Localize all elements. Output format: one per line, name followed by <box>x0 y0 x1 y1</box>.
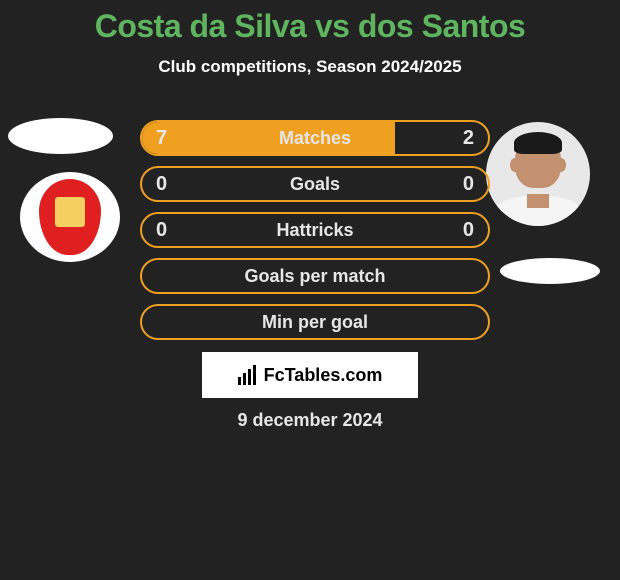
stat-label: Matches <box>279 128 351 149</box>
bar-chart-icon <box>238 365 256 385</box>
stat-value-right: 0 <box>463 219 474 242</box>
stat-value-right: 0 <box>463 173 474 196</box>
stat-row: 0 Goals 0 <box>140 166 490 202</box>
right-player-avatar <box>486 122 590 226</box>
stat-value-left: 0 <box>156 173 167 196</box>
stat-row: 7 Matches 2 <box>140 120 490 156</box>
avatar-hair <box>514 132 562 154</box>
stat-label: Min per goal <box>262 312 368 333</box>
stat-value-left: 0 <box>156 219 167 242</box>
comparison-subtitle: Club competitions, Season 2024/2025 <box>0 57 620 77</box>
brand-text: FcTables.com <box>264 365 383 386</box>
left-team-badge <box>20 172 120 262</box>
generated-date: 9 december 2024 <box>0 410 620 431</box>
shield-icon <box>39 179 101 255</box>
stat-label: Goals per match <box>244 266 385 287</box>
comparison-title: Costa da Silva vs dos Santos <box>0 0 620 45</box>
right-team-placeholder-ellipse <box>500 258 600 284</box>
stat-label: Goals <box>290 174 340 195</box>
brand-box: FcTables.com <box>202 352 418 398</box>
stat-label: Hattricks <box>276 220 353 241</box>
stat-value-right: 2 <box>463 127 474 150</box>
stat-fill-left <box>142 122 395 154</box>
left-player-placeholder-ellipse <box>8 118 113 154</box>
stats-column: 7 Matches 2 0 Goals 0 0 Hattricks 0 Goals per mat… <box>140 120 490 350</box>
stat-row: 0 Hattricks 0 <box>140 212 490 248</box>
stat-row: Min per goal <box>140 304 490 340</box>
stat-value-left: 7 <box>156 127 167 150</box>
stat-row: Goals per match <box>140 258 490 294</box>
player-comparison-card: Costa da Silva vs dos Santos Club compet… <box>0 0 620 580</box>
avatar-neck <box>527 194 549 208</box>
